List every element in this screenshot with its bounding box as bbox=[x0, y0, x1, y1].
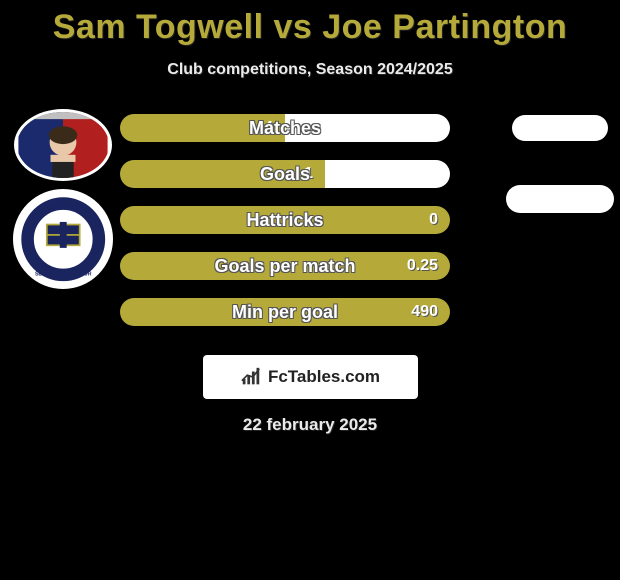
stat-bar-left: 0.25 bbox=[120, 252, 450, 280]
date-label: 22 february 2025 bbox=[0, 415, 620, 435]
stat-row: 1Goals bbox=[120, 159, 500, 189]
stat-bar-left: 0 bbox=[120, 206, 450, 234]
stat-bar-right bbox=[285, 114, 450, 142]
svg-text:SERVE WITH HONOUR: SERVE WITH HONOUR bbox=[35, 271, 92, 277]
stat-row: 490Min per goal bbox=[120, 297, 500, 327]
watermark-text: FcTables.com bbox=[268, 367, 380, 387]
watermark: FcTables.com bbox=[203, 355, 418, 399]
stat-row: 0.25Goals per match bbox=[120, 251, 500, 281]
stat-value-left: 490 bbox=[411, 303, 438, 321]
stat-row: 4Matches bbox=[120, 113, 500, 143]
stat-value-left: 4 bbox=[264, 119, 273, 137]
player2-avatar: SLOUGH TOWN SERVE WITH HONOUR bbox=[13, 189, 113, 289]
page-title: Sam Togwell vs Joe Partington bbox=[0, 8, 620, 47]
stat-bar-right bbox=[325, 160, 450, 188]
stat-bar-left: 4 bbox=[120, 114, 285, 142]
comparison-panel: SLOUGH TOWN SERVE WITH HONOUR 4Matches 1G… bbox=[0, 107, 620, 343]
stat-bar-left: 490 bbox=[120, 298, 450, 326]
pill bbox=[512, 115, 608, 141]
pill bbox=[506, 185, 614, 213]
stat-bar-left: 1 bbox=[120, 160, 325, 188]
svg-text:SLOUGH TOWN: SLOUGH TOWN bbox=[40, 205, 86, 211]
chart-icon bbox=[240, 366, 262, 388]
subtitle: Club competitions, Season 2024/2025 bbox=[0, 61, 620, 79]
avatar-column: SLOUGH TOWN SERVE WITH HONOUR bbox=[0, 107, 120, 297]
stat-row: 0Hattricks bbox=[120, 205, 500, 235]
stat-value-left: 1 bbox=[304, 165, 313, 183]
stat-value-left: 0 bbox=[429, 211, 438, 229]
player1-avatar bbox=[14, 109, 112, 181]
stat-bars: 4Matches 1Goals 0Hattricks 0.25Goals per ma… bbox=[120, 107, 500, 343]
right-pill-column bbox=[500, 107, 620, 233]
stat-value-left: 0.25 bbox=[407, 257, 438, 275]
